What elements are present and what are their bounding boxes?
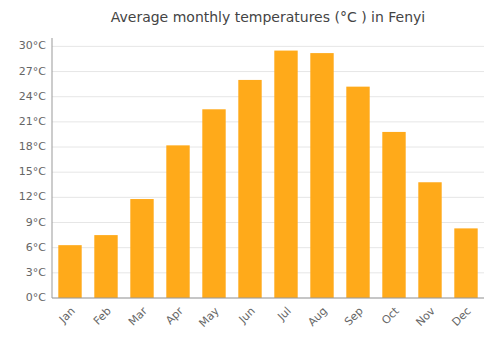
y-tick-label: 12°C xyxy=(19,190,46,203)
x-tick-label: Jun xyxy=(236,305,258,327)
grid-line xyxy=(52,172,484,173)
x-tick-label: Nov xyxy=(413,304,438,329)
x-axis-line xyxy=(52,298,484,299)
x-tick-label: Feb xyxy=(91,305,114,328)
bar xyxy=(382,132,405,298)
x-tick-label: Dec xyxy=(450,305,474,329)
y-grid xyxy=(52,46,484,298)
y-tick-label: 30°C xyxy=(19,39,46,52)
bar xyxy=(58,245,81,298)
x-tick-label: Apr xyxy=(163,304,186,327)
y-tick-label: 6°C xyxy=(26,241,46,254)
x-tick-label: Aug xyxy=(305,305,329,329)
bar xyxy=(274,51,297,298)
chart-title: Average monthly temperatures (°C ) in Fe… xyxy=(111,9,426,25)
bar xyxy=(166,145,189,298)
x-tick-label: Jan xyxy=(56,305,78,327)
x-tick-label: May xyxy=(196,304,222,330)
y-tick-label: 9°C xyxy=(26,216,46,229)
grid-line xyxy=(52,71,484,72)
bar xyxy=(418,182,441,298)
y-tick-label: 27°C xyxy=(19,65,46,78)
bar xyxy=(130,199,153,298)
y-tick-label: 18°C xyxy=(19,140,46,153)
y-tick-label: 0°C xyxy=(26,291,46,304)
grid-line xyxy=(52,121,484,122)
bars xyxy=(58,51,477,298)
x-tick-label: Jul xyxy=(274,305,293,324)
y-tick-labels: 0°C 3°C 6°C 9°C 12°C 15°C 18°C 21°C 24°C 27°C 30°C xyxy=(19,39,46,304)
y-tick-label: 21°C xyxy=(19,115,46,128)
bar xyxy=(94,235,117,298)
bar xyxy=(454,228,477,298)
grid-line xyxy=(52,96,484,97)
bar xyxy=(310,53,333,298)
bar xyxy=(202,109,225,298)
y-tick-label: 3°C xyxy=(26,266,46,279)
x-tick-label: Sep xyxy=(342,305,366,329)
y-axis-line xyxy=(52,38,53,298)
x-tick-label: Mar xyxy=(126,304,150,328)
bar xyxy=(346,87,369,298)
grid-line xyxy=(52,147,484,148)
y-tick-label: 24°C xyxy=(19,90,46,103)
y-tick-label: 15°C xyxy=(19,165,46,178)
grid-line xyxy=(52,46,484,47)
x-tick-label: Oct xyxy=(379,304,402,327)
grid-line xyxy=(52,298,484,299)
bar xyxy=(238,80,261,298)
chart-svg: 0°C 3°C 6°C 9°C 12°C 15°C 18°C 21°C 24°C 27°C 30°C… xyxy=(0,0,500,350)
x-tick-labels: Jan Feb Mar Apr May Jun Jul Aug Sep Oct Nov Dec xyxy=(56,304,474,330)
chart-container: 0°C 3°C 6°C 9°C 12°C 15°C 18°C 21°C 24°C 27°C 30°C… xyxy=(0,0,500,350)
